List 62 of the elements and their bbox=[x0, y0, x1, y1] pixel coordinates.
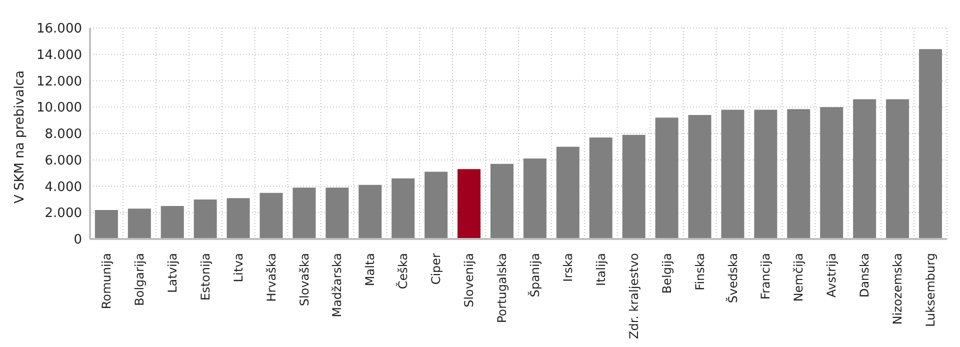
x-tick-label: Madžarska bbox=[330, 253, 344, 318]
y-tick-label: 16.000 bbox=[36, 22, 82, 37]
bar bbox=[918, 49, 942, 239]
x-tick-label: Portugalska bbox=[495, 253, 510, 324]
y-tick-label: 2.000 bbox=[44, 206, 82, 222]
x-tick-label: Francija bbox=[758, 253, 773, 300]
x-tick-label: Finska bbox=[692, 253, 707, 290]
bar bbox=[292, 188, 316, 239]
x-tick-label: Latvija bbox=[165, 253, 180, 293]
x-tick-label: Ciper bbox=[429, 252, 444, 285]
x-tick-label: Češka bbox=[395, 253, 410, 290]
x-tick-label: Italija bbox=[594, 253, 608, 286]
bar bbox=[458, 169, 481, 239]
y-tick-label: 0 bbox=[74, 232, 82, 248]
bar bbox=[424, 172, 448, 239]
bar bbox=[128, 208, 151, 239]
x-tick-label: Litva bbox=[231, 253, 246, 282]
bar bbox=[754, 110, 778, 239]
bar bbox=[260, 192, 283, 239]
bar bbox=[886, 99, 910, 239]
y-tick-label: 14.000 bbox=[36, 48, 82, 63]
x-tick-label: Irska bbox=[560, 253, 575, 282]
x-tick-label: Slovaška bbox=[297, 253, 312, 306]
bar bbox=[194, 199, 217, 239]
bar bbox=[226, 198, 250, 239]
bar bbox=[490, 164, 514, 239]
bar bbox=[326, 188, 349, 239]
x-tick-label: Švedska bbox=[724, 253, 740, 304]
bar bbox=[853, 99, 876, 239]
x-tick-label: Romunija bbox=[99, 253, 114, 310]
bar bbox=[392, 178, 415, 239]
bar bbox=[688, 115, 712, 239]
bar bbox=[589, 137, 612, 239]
bar bbox=[721, 110, 744, 239]
y-tick-label: 12.000 bbox=[36, 74, 82, 90]
x-tick-label: Estonija bbox=[198, 253, 212, 301]
y-tick-label: 6.000 bbox=[44, 153, 82, 168]
y-tick-label: 10.000 bbox=[36, 100, 82, 116]
x-tick-label: Malta bbox=[363, 253, 378, 286]
bar bbox=[655, 118, 678, 239]
x-tick-label: Belgija bbox=[660, 253, 674, 294]
x-tick-label: Hrvaška bbox=[264, 253, 278, 302]
bar bbox=[556, 146, 580, 239]
x-tick-label: Zdr. kraljestvo bbox=[626, 253, 641, 339]
bar bbox=[160, 206, 184, 239]
x-tick-label: Slovenija bbox=[462, 253, 476, 308]
x-tick-label: Bolgarija bbox=[132, 253, 146, 306]
x-tick-label: Avstrija bbox=[824, 253, 839, 298]
bar bbox=[94, 210, 118, 239]
y-tick-label: 8.000 bbox=[44, 127, 82, 142]
bar bbox=[358, 184, 382, 239]
y-tick-label: 4.000 bbox=[44, 180, 82, 195]
y-axis-title: V SKM na prebivalca bbox=[12, 70, 28, 204]
x-tick-label: Luksemburg bbox=[924, 253, 938, 327]
x-tick-label: Nizozemska bbox=[890, 253, 905, 325]
bar bbox=[622, 134, 646, 239]
bar bbox=[820, 107, 844, 239]
x-tick-label: Španija bbox=[526, 253, 542, 298]
bar bbox=[523, 158, 546, 239]
x-tick-label: Danska bbox=[858, 253, 872, 298]
bar bbox=[787, 109, 810, 239]
x-tick-label: Nemčija bbox=[792, 253, 806, 302]
